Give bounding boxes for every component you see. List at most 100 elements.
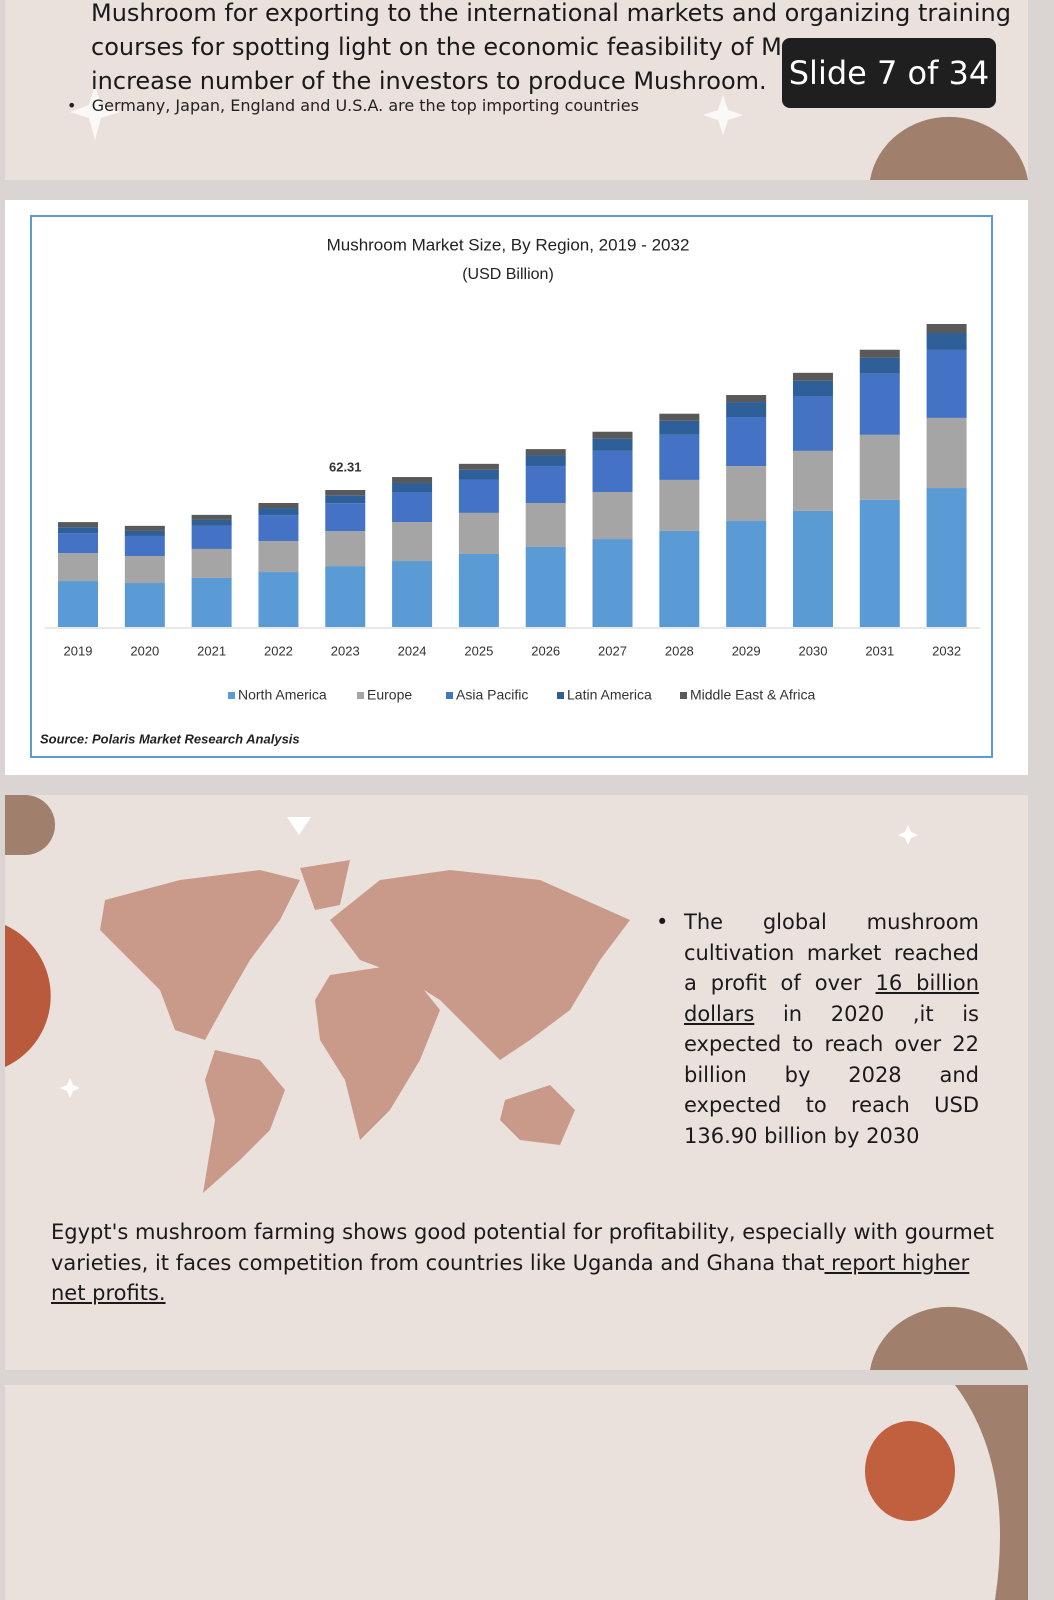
bar-segment — [926, 333, 967, 350]
slide-chart — [5, 200, 1028, 775]
bar-segment — [792, 396, 833, 451]
x-tick-label: 2032 — [932, 643, 961, 658]
bar-segment — [525, 502, 566, 547]
legend-label: Asia Pacific — [456, 687, 528, 703]
bar-segment — [859, 357, 900, 374]
legend-swatch — [680, 692, 687, 699]
bar-segment — [191, 525, 232, 549]
bar-segment — [726, 466, 767, 522]
x-tick-label: 2026 — [531, 643, 560, 658]
legend-label: North America — [238, 687, 327, 703]
bar-segment — [392, 522, 433, 562]
x-tick-label: 2028 — [665, 643, 694, 658]
x-tick-label: 2022 — [264, 643, 293, 658]
bar-segment — [325, 495, 366, 504]
legend-swatch — [557, 692, 564, 699]
x-tick-label: 2030 — [799, 643, 828, 658]
bar-segment — [392, 561, 433, 627]
sparkle — [70, 85, 120, 140]
bar-segment — [458, 553, 499, 627]
bar-segment — [258, 572, 299, 627]
bar-segment — [191, 514, 232, 520]
sparkle — [60, 1078, 80, 1098]
x-tick-label: 2021 — [197, 643, 226, 658]
bar-segment — [58, 581, 99, 627]
bar-segment — [191, 519, 232, 526]
bar-segment — [792, 380, 833, 397]
text: The global mushroom cultivation market r… — [684, 910, 979, 995]
bar-segment — [325, 503, 366, 532]
x-tick-label: 2020 — [130, 643, 159, 658]
half-circle — [5, 795, 55, 855]
paragraph: Mushroom for exporting to the internatio… — [91, 0, 1011, 98]
sparkle — [703, 95, 743, 135]
bullet-text: The global mushroom cultivation market r… — [684, 907, 979, 1151]
bar-segment — [392, 482, 433, 492]
bar-segment — [124, 555, 165, 584]
bar-segment — [859, 499, 900, 627]
bar-segment — [392, 477, 433, 483]
bar-segment — [124, 530, 165, 536]
legend-label: Middle East & Africa — [690, 687, 815, 703]
bar-segment — [926, 417, 967, 489]
x-tick-label: 2031 — [865, 643, 894, 658]
slide-counter: Slide 7 of 34 — [782, 38, 996, 108]
x-tick-label: 2025 — [464, 643, 493, 658]
bar-segment — [258, 515, 299, 542]
paragraph: Egypt's mushroom farming shows good pote… — [51, 1217, 996, 1309]
bar-segment — [58, 553, 99, 582]
link-text: report higher net profits. — [51, 1250, 970, 1306]
bar-segment — [726, 395, 767, 403]
bar-segment — [124, 583, 165, 627]
half-circle — [870, 116, 1028, 180]
bar-segment — [458, 469, 499, 480]
bar-segment — [926, 349, 967, 418]
bar-segment — [525, 466, 566, 503]
legend-label: Latin America — [567, 687, 652, 703]
world-map — [100, 860, 630, 1193]
bar-segment — [258, 541, 299, 573]
legend-swatch — [357, 692, 364, 699]
bar-segment — [458, 463, 499, 470]
decor — [865, 1385, 1028, 1600]
bar-segment — [392, 491, 433, 523]
bar-segment — [525, 449, 566, 456]
curve — [955, 1385, 1028, 1600]
bar-segment — [926, 324, 967, 334]
decor — [70, 85, 1028, 180]
bar-segment — [926, 488, 967, 627]
chart-subtitle: (USD Billion) — [462, 266, 554, 283]
x-tick-label: 2019 — [64, 643, 93, 658]
bar-segment — [525, 455, 566, 467]
circle — [865, 1421, 955, 1521]
bar-segment — [726, 521, 767, 627]
bullet: • Germany, Japan, England and U.S.A. are… — [67, 96, 639, 115]
bar-segment — [659, 413, 700, 421]
chart: Mushroom Market Size, By Region, 2019 - … — [30, 215, 993, 758]
bar-segment — [792, 372, 833, 381]
bar-segment — [659, 479, 700, 531]
bar-segment — [124, 535, 165, 556]
bar-segment — [659, 420, 700, 435]
bullet-text: Germany, Japan, England and U.S.A. are t… — [91, 96, 639, 115]
bar-segment — [592, 450, 633, 492]
bar-segment — [726, 402, 767, 418]
bar-segment — [792, 510, 833, 627]
bar-segment — [592, 431, 633, 439]
text-line: increase number of the investors to prod… — [91, 67, 767, 95]
chart-title: Mushroom Market Size, By Region, 2019 - … — [327, 235, 690, 254]
bar-segment — [191, 577, 232, 627]
slide-map: • The global mushroom cultivation market… — [5, 795, 1028, 1370]
bar-segment — [458, 512, 499, 554]
bar-segment — [592, 438, 633, 451]
bar-segment — [325, 531, 366, 567]
bar-segment — [592, 539, 633, 627]
bar-segment — [859, 434, 900, 500]
text: in 2020 ,it is expected to reach over 22… — [684, 1001, 979, 1148]
legend-swatch — [446, 692, 453, 699]
half-circle — [870, 1306, 1028, 1370]
x-tick-label: 2029 — [732, 643, 761, 658]
slide-next — [5, 1385, 1028, 1600]
bar-segment — [258, 502, 299, 509]
